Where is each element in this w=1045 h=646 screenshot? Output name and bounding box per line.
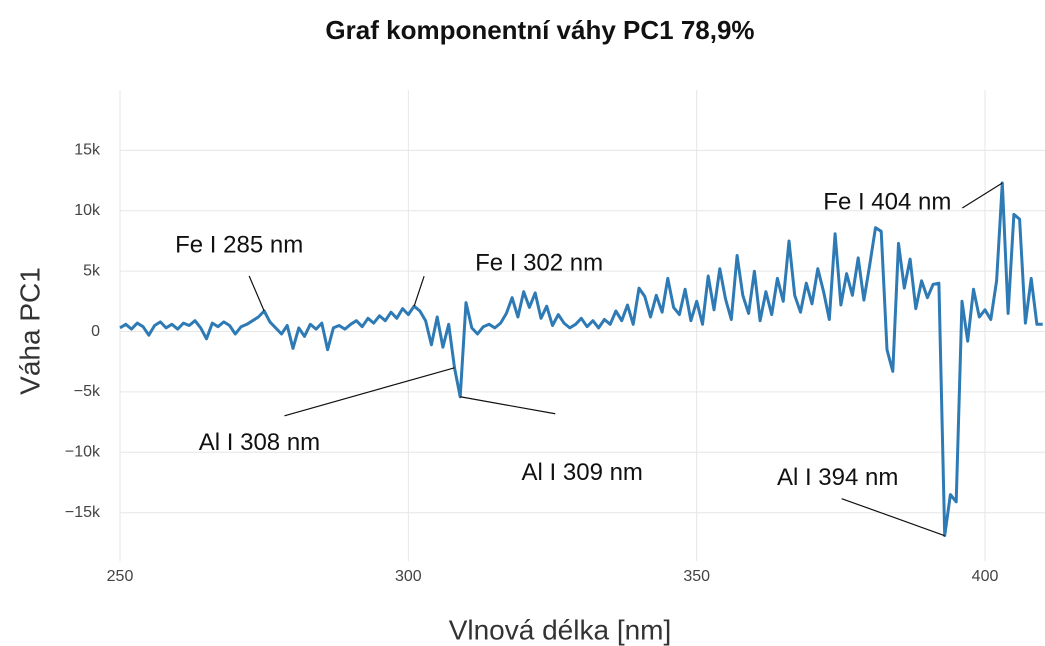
x-tick-label: 350 [683,568,710,585]
annotation-line [841,498,945,537]
y-axis-label: Váha PC1 [14,267,45,395]
x-tick-label: 400 [972,568,999,585]
y-tick-label: 0 [91,323,100,340]
data-line [119,181,1043,538]
annotation: Fe I 404 nm [823,188,951,215]
annotation-line [284,367,455,417]
annotation-line [962,182,1003,209]
y-tick-label: −5k [74,383,101,400]
y-tick-label: −15k [65,504,101,521]
annotation-line [413,275,425,307]
annotation: Al I 394 nm [777,464,898,491]
y-tick-label: −10k [65,444,101,461]
annotation-line [460,396,556,415]
annotation: Al I 309 nm [522,459,643,486]
x-tick-label: 300 [395,568,422,585]
annotation: Al I 308 nm [199,429,320,456]
y-tick-label: 15k [74,142,101,159]
x-tick-label: 250 [107,568,134,585]
annotation-line [248,275,265,312]
chart-title: Graf komponentní váhy PC1 78,9% [325,15,754,45]
annotation: Fe I 285 nm [175,231,303,258]
x-axis-label: Vlnová délka [nm] [449,614,672,645]
annotation: Fe I 302 nm [475,250,603,277]
y-tick-label: 5k [83,262,101,279]
y-tick-label: 10k [74,202,101,219]
